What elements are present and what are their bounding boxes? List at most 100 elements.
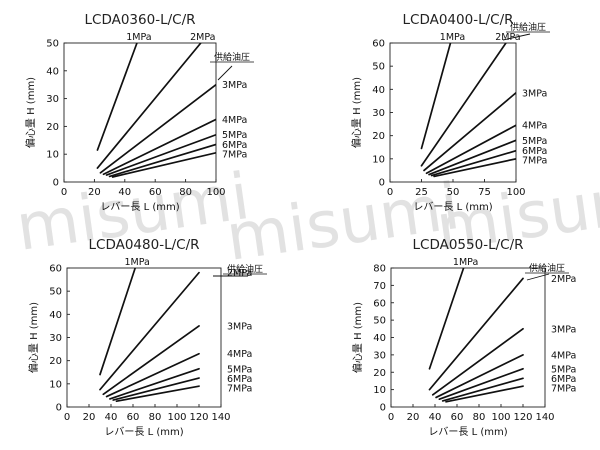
y-tick-label: 10 [372, 154, 385, 165]
y-tick-label: 0 [379, 178, 385, 189]
series-label-3MPa: 3MPa [551, 324, 576, 335]
series-line-5MPa [105, 133, 216, 176]
series-label-6MPa: 6MPa [222, 140, 247, 151]
x-tick-label: 20 [88, 187, 101, 198]
y-tick-label: 70 [373, 281, 386, 292]
series-label-7MPa: 7MPa [551, 383, 576, 394]
supply-pressure-leader [502, 33, 531, 41]
series-line-7MPa [433, 157, 516, 178]
series-line-1MPa [420, 43, 452, 150]
series-line-1MPa [428, 268, 465, 370]
series-label-6MPa: 6MPa [551, 374, 576, 385]
y-axis-label: 偏心量 H (mm) [24, 77, 37, 148]
series-line-4MPa [425, 124, 516, 175]
chart-panel-2: LCDA0400-L/C/R 0 25 50 75 100 0 10 20 30 40 50 60 レバー… [350, 12, 550, 213]
x-axis-label: レバー長 L (mm) [413, 201, 492, 213]
x-tick-label: 120 [513, 412, 532, 423]
x-tick-label: 0 [61, 187, 67, 198]
x-tick-label: 60 [149, 187, 162, 198]
chart-title: LCDA0360-L/C/R [85, 12, 196, 28]
series-label-4MPa: 4MPa [551, 350, 576, 361]
supply-pressure-label: 供給油圧 [529, 262, 565, 274]
series-label-5MPa: 5MPa [522, 136, 547, 147]
series-label-5MPa: 5MPa [222, 130, 247, 141]
series-label-5MPa: 5MPa [227, 364, 252, 375]
y-tick-label: 50 [49, 287, 62, 298]
series-line-6MPa [441, 377, 524, 402]
watermark-text: misumi [222, 170, 464, 276]
x-tick-label: 60 [451, 412, 464, 423]
x-axis-label: レバー長 L (mm) [104, 426, 183, 438]
x-tick-label: 100 [206, 187, 225, 198]
y-tick-label: 30 [49, 333, 62, 344]
y-axis-label: 偏心量 H (mm) [351, 302, 364, 373]
y-tick-label: 30 [372, 108, 385, 119]
series-label-1MPa: 1MPa [453, 257, 478, 268]
y-tick-label: 20 [46, 122, 59, 133]
y-tick-label: 50 [372, 62, 385, 73]
y-tick-label: 50 [373, 316, 386, 327]
series-line-3MPa [99, 83, 216, 174]
y-tick-label: 20 [372, 131, 385, 142]
series-label-7MPa: 7MPa [222, 149, 247, 160]
y-tick-label: 30 [46, 94, 59, 105]
series-label-3MPa: 3MPa [227, 321, 252, 332]
series-label-7MPa: 7MPa [227, 383, 252, 394]
x-tick-label: 60 [127, 412, 140, 423]
y-axis-label: 偏心量 H (mm) [27, 302, 40, 373]
x-tick-label: 75 [478, 187, 491, 198]
chart-title: LCDA0400-L/C/R [403, 12, 514, 28]
x-tick-label: 140 [535, 412, 554, 423]
series-line-2MPa [420, 43, 507, 167]
x-tick-label: 25 [415, 187, 428, 198]
y-tick-label: 40 [373, 333, 386, 344]
series-lines [96, 43, 216, 178]
series-line-7MPa [111, 151, 216, 178]
x-tick-label: 80 [179, 187, 192, 198]
y-tick-label: 10 [46, 150, 59, 161]
series-line-4MPa [105, 352, 200, 398]
series-line-5MPa [428, 139, 516, 176]
y-tick-label: 60 [372, 39, 385, 50]
chart-title: LCDA0480-L/C/R [89, 237, 200, 253]
series-line-5MPa [109, 367, 200, 400]
series-line-7MPa [115, 385, 200, 403]
x-axis-label: レバー長 L (mm) [428, 426, 507, 438]
series-label-4MPa: 4MPa [227, 349, 252, 360]
supply-pressure-label: 供給油圧 [214, 51, 250, 63]
x-tick-label: 0 [387, 187, 393, 198]
y-tick-label: 0 [56, 403, 62, 414]
x-tick-label: 40 [105, 412, 118, 423]
y-tick-label: 0 [380, 403, 386, 414]
series-label-4MPa: 4MPa [522, 121, 547, 132]
chart-title: LCDA0550-L/C/R [413, 237, 524, 253]
x-tick-label: 140 [211, 412, 230, 423]
x-tick-label: 40 [429, 412, 442, 423]
y-tick-label: 10 [49, 379, 62, 390]
x-tick-label: 40 [118, 187, 131, 198]
x-axis-label: レバー長 L (mm) [100, 201, 179, 213]
series-line-4MPa [102, 118, 216, 176]
y-tick-label: 40 [49, 310, 62, 321]
x-tick-label: 80 [473, 412, 486, 423]
x-tick-label: 100 [167, 412, 186, 423]
series-lines [99, 268, 200, 403]
series-label-6MPa: 6MPa [522, 146, 547, 157]
series-line-1MPa [99, 268, 137, 376]
plot-frame [389, 42, 517, 183]
series-line-6MPa [112, 377, 200, 401]
series-label-3MPa: 3MPa [222, 80, 247, 91]
series-line-2MPa [428, 277, 524, 391]
series-line-6MPa [430, 149, 516, 177]
y-tick-label: 20 [49, 356, 62, 367]
series-line-1MPa [96, 43, 138, 151]
series-label-1MPa: 1MPa [440, 32, 465, 43]
series-line-2MPa [96, 43, 202, 169]
series-line-4MPa [435, 354, 524, 399]
supply-pressure-label: 供給油圧 [510, 21, 546, 33]
x-tick-label: 120 [189, 412, 208, 423]
series-label-7MPa: 7MPa [522, 156, 547, 167]
series-lines [428, 268, 524, 403]
